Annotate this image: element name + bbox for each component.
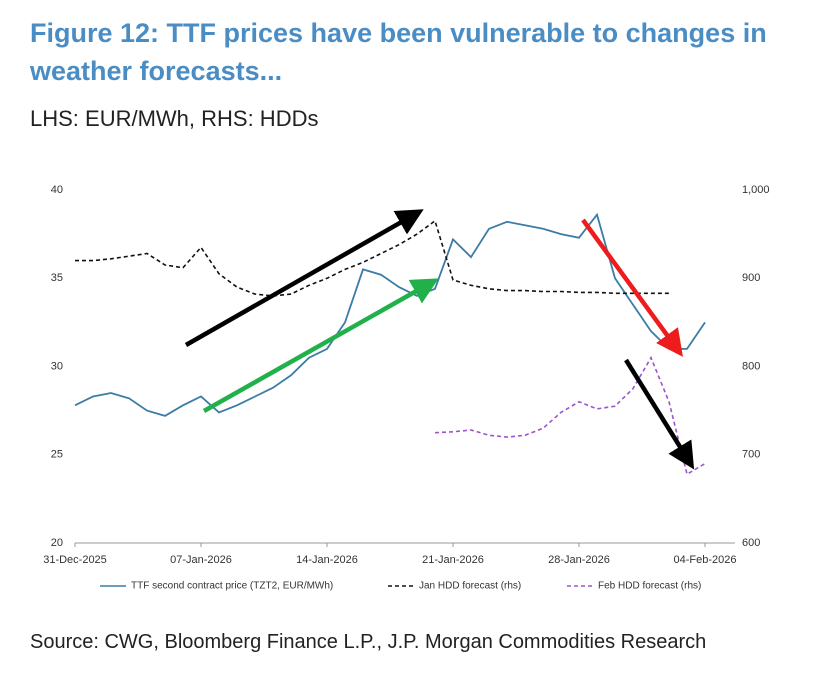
series-line	[75, 219, 669, 297]
x-tick-label: 21-Jan-2026	[422, 554, 484, 566]
plot: 20 25 30 35 40 600 700 800 900 1,000 31-Dec-2025 07…	[43, 184, 769, 592]
arrow	[202, 278, 439, 413]
legend-label: TTF second contract price (TZT2, EUR/MWh…	[131, 581, 333, 592]
x-tick-label: 14-Jan-2026	[296, 554, 358, 566]
y-tick-label: 40	[51, 184, 63, 196]
chart-title-line1: Figure 12: TTF prices have been vulnerab…	[30, 18, 767, 48]
x-tick-label: 07-Jan-2026	[170, 554, 232, 566]
y2-tick-label: 800	[742, 360, 760, 372]
arrow	[581, 218, 683, 357]
chart-subtitle: LHS: EUR/MWh, RHS: HDDs	[30, 106, 318, 131]
series-line	[74, 212, 706, 417]
arrow	[624, 358, 695, 470]
y-tick-label: 20	[51, 537, 63, 549]
series-line	[434, 355, 706, 476]
y-tick-label: 30	[51, 360, 63, 372]
x-tick-label: 28-Jan-2026	[548, 554, 610, 566]
y2-tick-label: 600	[742, 537, 760, 549]
y-tick-label: 35	[51, 272, 63, 284]
legend-label: Jan HDD forecast (rhs)	[419, 581, 521, 592]
source: Source: CWG, Bloomberg Finance L.P., J.P…	[30, 631, 706, 653]
y-tick-label: 25	[51, 449, 63, 461]
y2-tick-label: 1,000	[742, 184, 770, 196]
chart-title-line2: weather forecasts...	[29, 56, 282, 86]
x-tick-label: 04-Feb-2026	[674, 554, 737, 566]
x-tick-label: 31-Dec-2025	[43, 554, 107, 566]
arrow	[184, 209, 424, 347]
y2-tick-label: 900	[742, 272, 760, 284]
legend-label: Feb HDD forecast (rhs)	[598, 581, 701, 592]
y2-tick-label: 700	[742, 449, 760, 461]
